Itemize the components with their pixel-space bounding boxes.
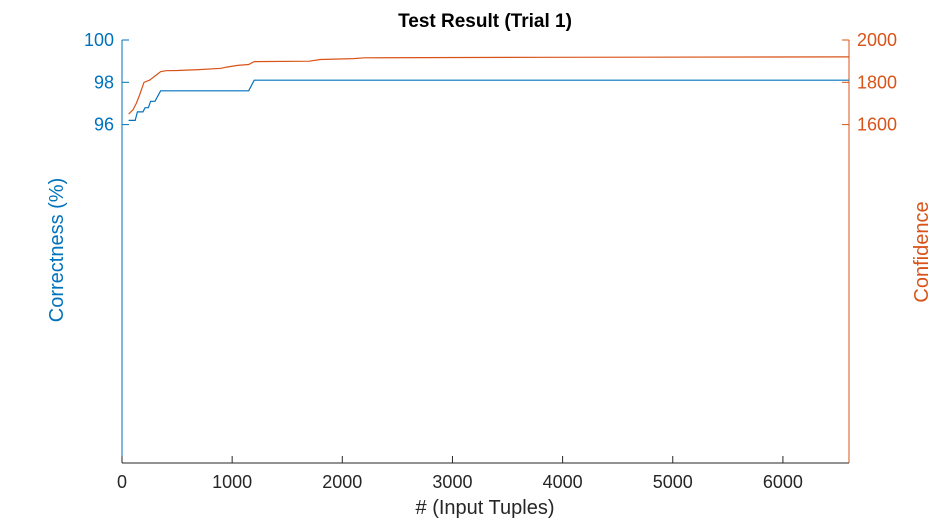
y-left-tick-label: 100 — [84, 30, 114, 50]
y-axis-right-label: Confidence — [911, 201, 933, 302]
chart-title: Test Result (Trial 1) — [398, 11, 572, 32]
x-tick-label: 0 — [117, 472, 127, 492]
x-axis-label: # (Input Tuples) — [416, 497, 555, 519]
series-layer — [128, 56, 850, 121]
x-tick-label: 1000 — [212, 472, 252, 492]
x-tick-label: 5000 — [653, 472, 693, 492]
y-axis-left-label: Correctness (%) — [46, 178, 68, 322]
y-right-tick-label: 1800 — [857, 72, 897, 92]
series-line-correctness — [128, 79, 849, 121]
x-tick-label: 3000 — [432, 472, 472, 492]
y-right-tick-label: 2000 — [857, 30, 897, 50]
x-tick-label: 2000 — [322, 472, 362, 492]
y-left-tick-label: 96 — [94, 115, 114, 135]
x-tick-label: 4000 — [543, 472, 583, 492]
series-line-confidence — [128, 56, 850, 115]
plot-area — [121, 40, 850, 464]
x-tick-label: 6000 — [763, 472, 803, 492]
y-right-tick-label: 1600 — [857, 115, 897, 135]
y-left-tick-label: 98 — [94, 72, 114, 92]
tick-layer: 0 1000 2000 3000 4000 5000 6000 96 98 100 1600 1800… — [84, 30, 897, 492]
